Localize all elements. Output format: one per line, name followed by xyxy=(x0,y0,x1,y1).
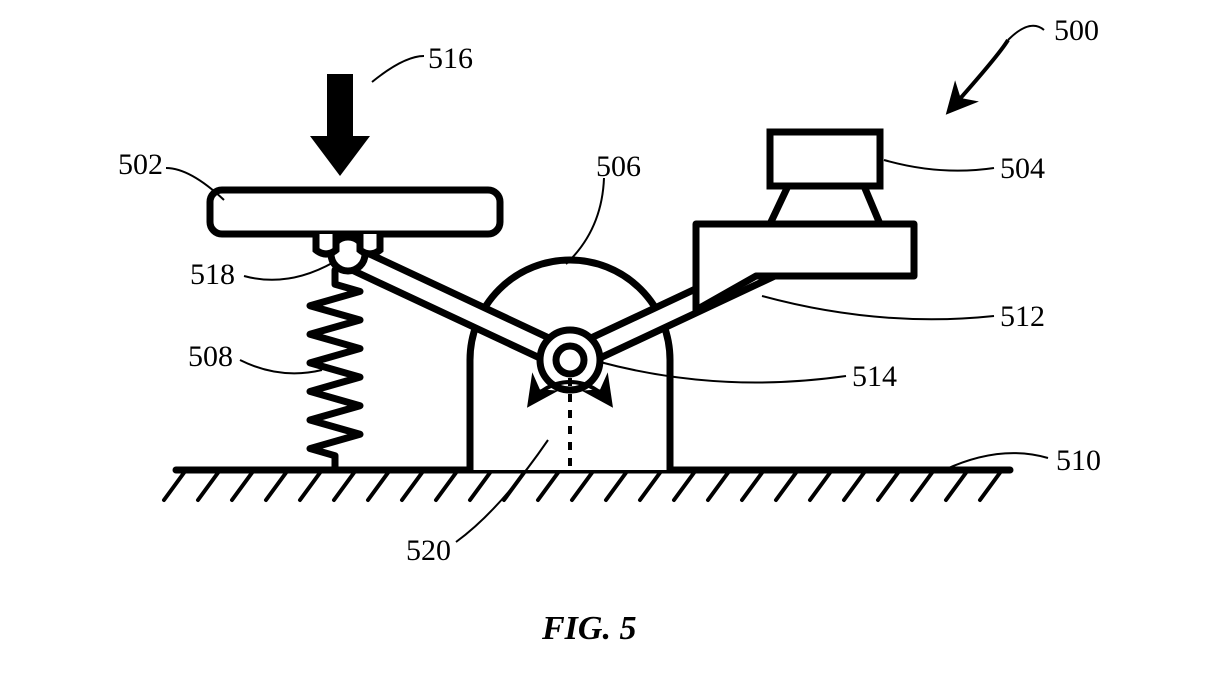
ground-hatch xyxy=(606,470,628,500)
plate-502 xyxy=(210,190,500,234)
lead-line-504 xyxy=(884,160,994,171)
ref-label-502: 502 xyxy=(118,148,163,182)
ground-hatch xyxy=(266,470,288,500)
ground-hatch xyxy=(844,470,866,500)
ground-hatch xyxy=(470,470,492,500)
ground-hatch xyxy=(776,470,798,500)
ground-hatch xyxy=(572,470,594,500)
ground-hatch xyxy=(334,470,356,500)
lead-line-518 xyxy=(244,262,334,280)
ref-label-512: 512 xyxy=(1000,300,1045,334)
ground-hatch xyxy=(640,470,662,500)
ground-hatch xyxy=(742,470,764,500)
ground-hatch xyxy=(674,470,696,500)
figure-5-diagram: { "figure": { "type": "patent-line-drawi… xyxy=(0,0,1205,678)
lead-line-506 xyxy=(566,178,604,264)
ground-hatch xyxy=(300,470,322,500)
ground-hatch xyxy=(946,470,968,500)
ground-hatch xyxy=(368,470,390,500)
ground-hatch xyxy=(232,470,254,500)
ground-hatch xyxy=(436,470,458,500)
assembly-arrow-500 xyxy=(950,40,1008,110)
ref-label-518: 518 xyxy=(190,258,235,292)
ref-label-506: 506 xyxy=(596,150,641,184)
pivot-inner-514 xyxy=(556,346,584,374)
ground-hatch xyxy=(164,470,186,500)
ground-hatch xyxy=(538,470,560,500)
ground-hatch xyxy=(708,470,730,500)
ground-hatch xyxy=(912,470,934,500)
patent-drawing-svg xyxy=(0,0,1205,678)
box-504 xyxy=(770,132,880,186)
ref-label-514: 514 xyxy=(852,360,897,394)
plate-tab-right xyxy=(360,234,380,254)
ref-label-520: 520 xyxy=(406,534,451,568)
ref-label-508: 508 xyxy=(188,340,233,374)
ground-hatch xyxy=(810,470,832,500)
ground-hatch xyxy=(402,470,424,500)
ref-label-504: 504 xyxy=(1000,152,1045,186)
box-leg-left xyxy=(770,186,788,224)
ground-hatch xyxy=(198,470,220,500)
lead-line-512 xyxy=(762,296,994,319)
ground-hatch xyxy=(980,470,1002,500)
lead-line-516 xyxy=(372,56,424,82)
box-leg-right xyxy=(864,186,880,224)
lead-line-500 xyxy=(1008,26,1044,40)
plate-tab-left xyxy=(316,234,336,254)
ref-label-516: 516 xyxy=(428,42,473,76)
ref-label-500: 500 xyxy=(1054,14,1099,48)
ref-label-510: 510 xyxy=(1056,444,1101,478)
force-arrow-516 xyxy=(310,74,370,176)
ground-hatch xyxy=(878,470,900,500)
figure-caption: FIG. 5 xyxy=(542,610,636,648)
